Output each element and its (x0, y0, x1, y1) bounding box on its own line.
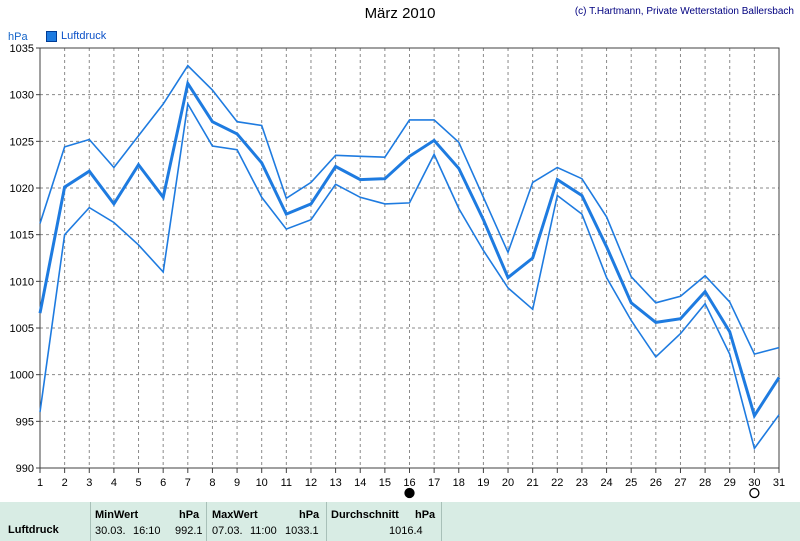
y-tick-label-1000: 1000 (10, 370, 34, 382)
x-tick-label-24: 24 (600, 477, 612, 489)
x-tick-label-28: 28 (699, 477, 711, 489)
series-line-max (39, 64, 780, 356)
axes (36, 47, 780, 473)
x-tick-label-14: 14 (354, 477, 366, 489)
day-markers (404, 487, 760, 499)
avg-value: 1016.4 (389, 525, 423, 537)
x-tick-label-29: 29 (724, 477, 736, 489)
y-tick-label-1035: 1035 (10, 43, 34, 55)
y-tick-label-1015: 1015 (10, 230, 34, 242)
x-tick-label-26: 26 (650, 477, 662, 489)
legend: Luftdruck (46, 30, 106, 42)
y-tick-label-1025: 1025 (10, 136, 34, 148)
min-value: 992.1 (175, 525, 203, 537)
stats-row-label: Luftdruck (8, 524, 59, 536)
series-line-min (39, 101, 780, 451)
x-tick-label-25: 25 (625, 477, 637, 489)
y-tick-label-995: 995 (16, 416, 34, 428)
x-tick-label-12: 12 (305, 477, 317, 489)
max-label: MaxWert (212, 509, 258, 521)
min-label: MinWert (95, 509, 139, 521)
x-tick-label-5: 5 (135, 477, 141, 489)
y-tick-label-1005: 1005 (10, 323, 34, 335)
x-tick-label-11: 11 (281, 477, 292, 489)
max-value: 1033.1 (285, 525, 319, 537)
y-tick-label-1010: 1010 (10, 276, 34, 288)
x-tick-label-6: 6 (160, 477, 166, 489)
marker-day-16 (404, 487, 415, 499)
series-line-avg (38, 79, 781, 420)
legend-label: Luftdruck (61, 30, 107, 42)
max-date: 07.03. (212, 525, 243, 537)
x-tick-label-16: 16 (403, 477, 415, 489)
x-tick-label-15: 15 (379, 477, 391, 489)
y-axis-unit: hPa (8, 31, 28, 43)
x-tick-label-8: 8 (209, 477, 215, 489)
x-tick-label-30: 30 (748, 477, 760, 489)
tick-labels: 1 2 3 4 5 6 7 8 9 10 11 12 13 14 15 16 17 18 19 20 21 22 23 24 2… (10, 43, 786, 489)
x-tick-label-20: 20 (502, 477, 514, 489)
chart-title: März 2010 (364, 5, 436, 22)
max-time: 11:00 (250, 525, 277, 537)
x-tick-label-23: 23 (576, 477, 588, 489)
x-tick-label-19: 19 (477, 477, 489, 489)
max-cell: MaxWert hPa 07.03. 11:00 1033.1 (206, 502, 327, 541)
x-tick-label-7: 7 (185, 477, 191, 489)
avg-unit: hPa (415, 509, 436, 521)
x-tick-label-10: 10 (256, 477, 268, 489)
min-cell: MinWert hPa 30.03. 16:10 992.1 (90, 502, 207, 541)
x-tick-label-17: 17 (428, 477, 440, 489)
y-tick-label-990: 990 (16, 463, 34, 475)
min-date: 30.03. (95, 525, 126, 537)
min-unit: hPa (179, 509, 200, 521)
y-tick-label-1020: 1020 (10, 183, 34, 195)
grid-lines (40, 48, 779, 468)
x-tick-label-13: 13 (329, 477, 341, 489)
x-tick-label-22: 22 (551, 477, 563, 489)
x-tick-label-27: 27 (674, 477, 686, 489)
y-tick-label-1030: 1030 (10, 90, 34, 102)
x-tick-label-3: 3 (86, 477, 92, 489)
copyright-text: (c) T.Hartmann, Private Wetterstation Ba… (574, 6, 794, 17)
x-tick-label-18: 18 (453, 477, 465, 489)
avg-cell: Durchschnitt hPa 1016.4 (326, 502, 442, 541)
x-tick-label-9: 9 (234, 477, 240, 489)
min-time: 16:10 (133, 525, 161, 537)
avg-label: Durchschnitt (331, 509, 399, 521)
x-tick-label-4: 4 (111, 477, 117, 489)
pressure-chart: 1 2 3 4 5 6 7 8 9 10 11 12 13 14 15 16 17 18 19 20 21 22 23 24 2… (10, 43, 786, 499)
marker-day-30 (749, 487, 760, 499)
x-tick-label-2: 2 (62, 477, 68, 489)
series-lines (38, 64, 781, 451)
statistics-bar: Luftdruck MinWert hPa 30.03. 16:10 992.1… (0, 502, 800, 541)
x-tick-label-31: 31 (773, 477, 785, 489)
x-tick-label-21: 21 (527, 477, 539, 489)
x-tick-label-1: 1 (37, 477, 43, 489)
max-unit: hPa (299, 509, 320, 521)
legend-swatch (46, 30, 57, 42)
